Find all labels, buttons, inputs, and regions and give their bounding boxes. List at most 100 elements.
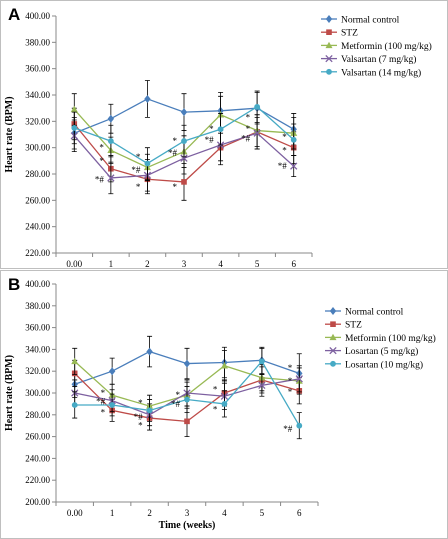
data-point: [254, 103, 261, 110]
data-point: [146, 407, 153, 414]
significance-marker: *: [213, 404, 218, 414]
significance-marker: *: [136, 182, 141, 192]
y-tick-label: 300.00: [25, 388, 50, 398]
legend-marker: [325, 54, 333, 63]
panel-label: B: [8, 275, 20, 294]
significance-marker: *#: [168, 148, 178, 158]
legend-entry: Normal control: [345, 308, 404, 318]
x-tick-label: 5: [255, 259, 260, 269]
data-point: [184, 396, 190, 403]
x-tick-label: 0.00: [67, 508, 83, 518]
significance-marker: *#: [131, 165, 141, 175]
data-point: [108, 367, 116, 376]
legend-marker: [329, 333, 337, 341]
y-tick-label: 260.00: [25, 432, 50, 442]
y-tick-label: 240.00: [25, 453, 50, 463]
significance-marker: *#: [171, 399, 181, 409]
legend-entry: STZ: [345, 321, 362, 331]
y-axis-label: Heart rate (BPM): [4, 355, 15, 431]
significance-marker: *: [101, 388, 106, 398]
chart-border: [0, 0, 448, 269]
x-tick-label: 1: [109, 259, 114, 269]
y-tick-label: 380.00: [25, 37, 50, 47]
significance-marker: *#: [96, 397, 106, 407]
significance-marker: *#: [134, 412, 144, 422]
data-point: [221, 401, 228, 407]
significance-marker: *: [136, 152, 141, 162]
data-point: [184, 418, 190, 425]
legend-entry: Metformin (100 mg/kg): [341, 41, 432, 52]
x-tick-label: 4: [222, 508, 227, 518]
y-tick-label: 380.00: [25, 301, 50, 311]
y-tick-label: 340.00: [25, 344, 50, 354]
x-tick-label: 3: [185, 508, 190, 518]
heart-rate-chart-b: B200.00220.00240.00260.00280.00300.00320…: [0, 270, 448, 539]
significance-marker: *#: [205, 135, 215, 145]
legend-marker: [325, 41, 333, 49]
data-point: [258, 381, 266, 390]
legend-marker: [329, 307, 337, 315]
data-point: [107, 138, 114, 144]
data-point: [220, 362, 228, 369]
y-tick-label: 400.00: [25, 279, 50, 289]
y-tick-label: 240.00: [25, 222, 50, 232]
legend-entry: Losartan (5 mg/kg): [345, 346, 418, 357]
data-point: [109, 402, 116, 408]
series-5: [71, 90, 297, 180]
data-point: [107, 114, 115, 123]
significance-marker: *: [209, 124, 214, 134]
data-point: [70, 105, 78, 113]
significance-marker: *: [138, 421, 143, 431]
y-tick-label: 320.00: [25, 366, 50, 376]
significance-marker: *: [101, 408, 106, 418]
significance-marker: *#: [241, 133, 251, 143]
significance-marker: *: [173, 182, 178, 192]
legend: Normal control STZ Metformin (100 mg/kg) Va…: [321, 15, 432, 78]
data-point: [146, 347, 153, 356]
data-point: [144, 94, 151, 103]
legend-entry: Losartan (10 mg/kg): [345, 359, 423, 370]
legend-entry: Normal control: [341, 16, 400, 26]
data-point: [181, 179, 187, 185]
data-point: [181, 138, 187, 144]
x-tick-label: 0.00: [66, 259, 82, 269]
legend-marker: [330, 321, 336, 327]
legend-entry: Metformin (100 mg/kg): [345, 333, 436, 344]
y-tick-label: 340.00: [25, 90, 50, 100]
data-point: [71, 357, 79, 365]
data-point: [290, 162, 298, 170]
chart-panel-b: B 200.00 220.00 240.00 260.00 280.00 300.00 320…: [0, 270, 448, 539]
y-tick-label: 280.00: [25, 169, 50, 179]
data-point: [107, 174, 115, 182]
legend-marker: [325, 15, 333, 23]
x-tick-label: 1: [110, 508, 115, 518]
y-tick-label: 260.00: [25, 195, 50, 205]
series-5: [71, 347, 303, 440]
legend-marker: [330, 360, 336, 367]
significance-marker: *#: [95, 174, 105, 184]
y-tick-label: 400.00: [25, 11, 50, 21]
legend-entry: STZ: [341, 29, 358, 39]
y-tick-label: 320.00: [25, 116, 50, 126]
significance-marker: *: [99, 143, 104, 153]
significance-marker: *: [282, 145, 287, 155]
x-tick-label: 6: [291, 259, 296, 269]
significance-marker: *: [288, 387, 293, 397]
data-point: [217, 126, 224, 133]
y-tick-label: 220.00: [25, 475, 50, 485]
x-tick-label: 6: [297, 508, 302, 518]
panel-label: A: [8, 5, 20, 24]
y-tick-label: 300.00: [25, 143, 50, 153]
data-point: [258, 358, 265, 365]
x-tick-label: 3: [182, 259, 187, 269]
data-point: [180, 154, 188, 162]
heart-rate-chart-a: A220.00240.00260.00280.00300.00320.00340…: [0, 0, 448, 269]
significance-marker: *: [246, 124, 251, 134]
significance-marker: *#: [278, 161, 288, 171]
significance-marker: *: [288, 376, 293, 386]
legend-entry: Valsartan (14 mg/kg): [341, 67, 421, 78]
y-tick-label: 360.00: [25, 323, 50, 333]
significance-marker: *: [138, 398, 143, 408]
legend-marker: [326, 68, 332, 75]
x-tick-label: 5: [260, 508, 265, 518]
